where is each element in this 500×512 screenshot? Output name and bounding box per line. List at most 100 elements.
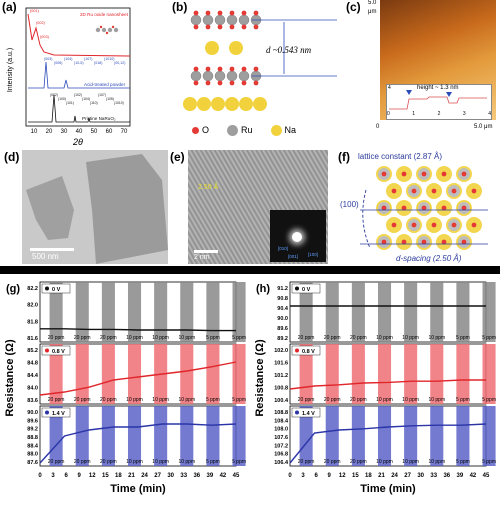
xtick-label: 0 bbox=[288, 473, 292, 479]
exposure-band bbox=[325, 344, 339, 404]
xrd-blue-peak: (003) bbox=[44, 57, 52, 61]
subplot-0: 20 ppm 20 ppm 20 ppm 10 ppm 10 ppm 10 ppm 5 pp… bbox=[277, 281, 496, 343]
separator-bar bbox=[0, 266, 500, 274]
ru-atom bbox=[202, 70, 214, 82]
ppm-label: 5 ppm bbox=[206, 335, 220, 341]
tem-image-d: 500 nm bbox=[22, 150, 168, 264]
ppm-label: 10 ppm bbox=[152, 459, 169, 465]
legend-na: Na bbox=[270, 125, 296, 137]
exposure-band bbox=[127, 344, 142, 404]
exposure-band bbox=[430, 344, 444, 404]
ppm-label: 20 ppm bbox=[350, 335, 367, 341]
o-atom bbox=[421, 239, 427, 245]
xtick-label: 3 bbox=[51, 473, 55, 479]
xrd-xtick: 60 bbox=[106, 129, 113, 135]
ppm-label: 20 ppm bbox=[298, 459, 315, 465]
panel-a: 10 20 30 40 50 60 70 2θ Intensity (a.u.) 2D Ru… bbox=[2, 0, 134, 148]
ytick-label: 100.4 bbox=[274, 398, 289, 404]
panel-c-label: (c) bbox=[346, 0, 361, 14]
ppm-label: 10 ppm bbox=[376, 397, 393, 403]
exposure-band bbox=[482, 406, 496, 466]
xtick-label: 15 bbox=[102, 473, 109, 479]
xrd-blue-peak: (107) bbox=[84, 57, 92, 61]
exposure-band bbox=[101, 282, 115, 342]
interlayer-distance: d ~0.543 nm bbox=[266, 45, 312, 55]
plane-arc bbox=[362, 189, 371, 249]
exposure-band bbox=[75, 344, 89, 404]
ppm-label: 5 ppm bbox=[232, 335, 246, 341]
scale-bar-e bbox=[194, 250, 218, 253]
afm-inset-xtick: 0 bbox=[387, 111, 390, 117]
bias-marker bbox=[295, 410, 299, 415]
xtick-label: 21 bbox=[378, 473, 385, 479]
subplot-2: 20 ppm 20 ppm 20 ppm 10 ppm 10 ppm 10 ppm 5 pp… bbox=[27, 405, 246, 467]
ppm-label: 10 ppm bbox=[428, 335, 445, 341]
na-atom bbox=[253, 97, 267, 111]
exposure-band bbox=[232, 406, 246, 466]
xtick-label: 27 bbox=[154, 473, 161, 479]
o-atom bbox=[217, 10, 223, 16]
ppm-label: 20 ppm bbox=[74, 397, 91, 403]
o-atom bbox=[401, 205, 407, 211]
xrd-blue-peak: (006) bbox=[54, 61, 62, 65]
bias-label: 0 V bbox=[302, 287, 311, 293]
bias-legend bbox=[291, 345, 321, 356]
ppm-label: 20 ppm bbox=[100, 459, 117, 465]
exposure-band bbox=[180, 406, 194, 466]
xtick-label: 12 bbox=[89, 473, 96, 479]
exposure-band bbox=[49, 282, 63, 342]
ytick-label: 106.8 bbox=[274, 452, 288, 458]
xrd-blue-peak: (10-5) bbox=[74, 61, 84, 65]
ppm-label: 20 ppm bbox=[74, 335, 91, 341]
xrd-ylabel: Intensity (a.u.) bbox=[7, 48, 14, 92]
xrd-legend-red: 2D Ru oxide nanosheet bbox=[80, 12, 129, 17]
resistance-trace bbox=[289, 423, 487, 464]
xrd-plot: 10 20 30 40 50 60 70 2θ Intensity (a.u.) 2D Ru… bbox=[7, 7, 131, 147]
xrd-xlabel: 2θ bbox=[72, 137, 83, 147]
ytick-label: 102.0 bbox=[274, 348, 288, 354]
xrd-black-peak: (002) bbox=[50, 93, 58, 97]
xtick-label: 9 bbox=[328, 473, 332, 479]
ppm-label: 5 ppm bbox=[456, 459, 470, 465]
ru-atom bbox=[214, 14, 226, 26]
ppm-label: 5 ppm bbox=[456, 397, 470, 403]
subplot-1: 20 ppm 20 ppm 20 ppm 10 ppm 10 ppm 10 ppm 5 pp… bbox=[27, 343, 246, 405]
afm-image: height ~ 1.3 nm 4 0 1 2 3 4 bbox=[380, 0, 496, 120]
exposure-band bbox=[404, 282, 418, 342]
ytick-label: 108.0 bbox=[274, 427, 288, 433]
plane-label: (100) bbox=[340, 200, 359, 209]
o-atom bbox=[451, 222, 457, 228]
ppm-label: 5 ppm bbox=[206, 397, 220, 403]
o-atom bbox=[253, 24, 259, 30]
na-atom bbox=[229, 41, 243, 55]
ppm-label: 10 ppm bbox=[126, 397, 143, 403]
ytick-label: 108.8 bbox=[274, 410, 288, 416]
ppm-label: 20 ppm bbox=[324, 335, 341, 341]
o-atom bbox=[451, 188, 457, 194]
xtick-label: 30 bbox=[417, 473, 424, 479]
exposure-band bbox=[482, 344, 496, 404]
o-atom bbox=[217, 24, 223, 30]
sensing-panel-label: (h) bbox=[256, 283, 270, 295]
exposure-band bbox=[49, 406, 63, 466]
afm-x-end: 5.0 μm bbox=[474, 124, 493, 130]
ppm-label: 20 ppm bbox=[74, 459, 91, 465]
xtick-label: 36 bbox=[193, 473, 200, 479]
ppm-label: 10 ppm bbox=[402, 459, 419, 465]
resistance-trace bbox=[40, 328, 236, 332]
o-atom bbox=[381, 205, 387, 211]
ytick-label: 90.0 bbox=[277, 316, 288, 322]
panel-b: (b) d ~0.543 nm O Ru Na bbox=[172, 0, 342, 148]
ppm-label: 20 ppm bbox=[100, 335, 117, 341]
o-atom bbox=[461, 239, 467, 245]
exposure-band bbox=[404, 406, 418, 466]
ru-atom bbox=[214, 70, 226, 82]
bias-legend bbox=[41, 345, 71, 356]
fft-center-spot bbox=[292, 232, 302, 242]
o-atom bbox=[253, 10, 259, 16]
ytick-label: 81.8 bbox=[27, 319, 38, 325]
exposure-band bbox=[377, 282, 392, 342]
ppm-label: 10 ppm bbox=[376, 459, 393, 465]
ppm-label: 10 ppm bbox=[126, 459, 143, 465]
hrtem-image-e: 2.50 Å [010] [001] [100] 2 nm bbox=[188, 150, 328, 264]
